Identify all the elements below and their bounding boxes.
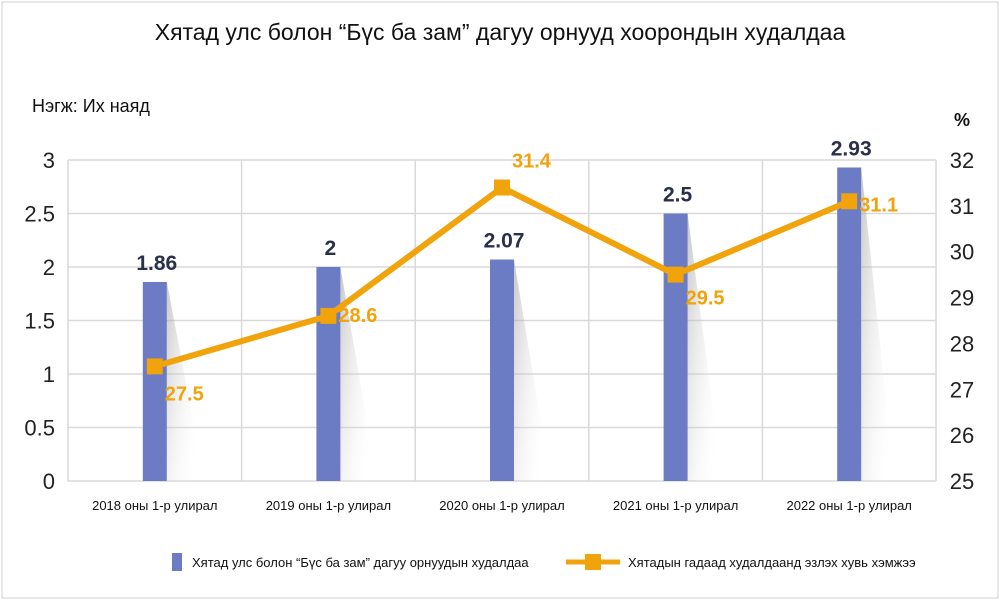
chart-title: Хятад улс болон “Бүс ба зам” дагуу орнуу… (155, 19, 846, 45)
x-category-label: 2018 оны 1-р улирал (92, 498, 217, 513)
bar-shadow (861, 167, 890, 482)
y-left-tick-label: 2 (43, 255, 55, 280)
line-value-label: 31.4 (512, 151, 552, 173)
bar (663, 213, 688, 481)
legend: Хятад улс болон “Бүс ба зам” дагуу орнуу… (172, 553, 916, 571)
legend-bar-swatch (172, 553, 182, 571)
legend-line-label: Хятадын гадаад худалдаанд эзлэх хувь хэм… (628, 555, 916, 570)
x-category-label: 2019 оны 1-р улирал (266, 498, 391, 513)
bar-shadow (166, 281, 195, 481)
y-left-tick-label: 0 (43, 469, 55, 494)
line-marker (320, 307, 337, 324)
right-axis-unit: % (954, 110, 970, 130)
grid (67, 159, 937, 482)
bar-shadow (340, 267, 369, 481)
line-marker (494, 179, 510, 196)
y-right-tick-label: 25 (950, 469, 974, 494)
bar-value-label: 2.07 (484, 230, 525, 253)
y-right-tick-label: 30 (950, 240, 974, 265)
y-right-tick-label: 28 (950, 331, 974, 356)
bar (316, 267, 341, 481)
x-category-label: 2021 оны 1-р улирал (613, 498, 738, 513)
legend-bar-label: Хятад улс болон “Бүс ба зам” дагуу орнуу… (192, 555, 529, 570)
y-right-tick-label: 31 (950, 194, 974, 219)
line-value-label: 27.5 (165, 383, 204, 405)
y-left-tick-label: 3 (43, 148, 55, 173)
bar-series: 1.86 2 2.07 2.5 2.93 (136, 137, 890, 482)
line-value-label: 31.1 (859, 194, 898, 216)
axes: 0 0.5 1 1.5 2 2.5 3 25 26 27 28 29 30 31 32 2018 оны 1-… (24, 148, 974, 513)
bar-value-label: 2.93 (831, 137, 872, 160)
line-marker (667, 266, 684, 283)
bar (142, 281, 167, 481)
bar (837, 167, 862, 482)
bar-shadow (514, 259, 542, 481)
y-right-tick-label: 27 (950, 377, 974, 402)
bar-value-label: 2 (325, 237, 337, 260)
y-left-tick-label: 1 (43, 362, 55, 387)
y-left-tick-label: 1.5 (24, 309, 55, 334)
x-category-label: 2022 оны 1-р улирал (786, 498, 911, 513)
x-category-label: 2020 оны 1-р улирал (439, 498, 564, 513)
line-marker (146, 358, 163, 375)
bar-value-label: 1.86 (136, 252, 177, 275)
line-series: 27.5 28.6 31.4 29.5 31.1 (146, 151, 898, 405)
bar-value-label: 2.5 (663, 184, 693, 207)
line-marker (841, 193, 858, 210)
y-left-tick-label: 2.5 (24, 202, 55, 227)
bar (490, 259, 514, 481)
legend-line-marker (585, 554, 601, 570)
y-right-tick-label: 32 (950, 148, 974, 173)
line-value-label: 28.6 (338, 305, 377, 327)
line-value-label: 29.5 (686, 288, 725, 310)
y-left-tick-label: 0.5 (24, 416, 55, 441)
bar-shadow (687, 213, 716, 481)
y-right-tick-label: 29 (950, 286, 974, 311)
y-right-tick-label: 26 (950, 423, 974, 448)
left-axis-unit: Нэгж: Их наяд (32, 96, 150, 116)
